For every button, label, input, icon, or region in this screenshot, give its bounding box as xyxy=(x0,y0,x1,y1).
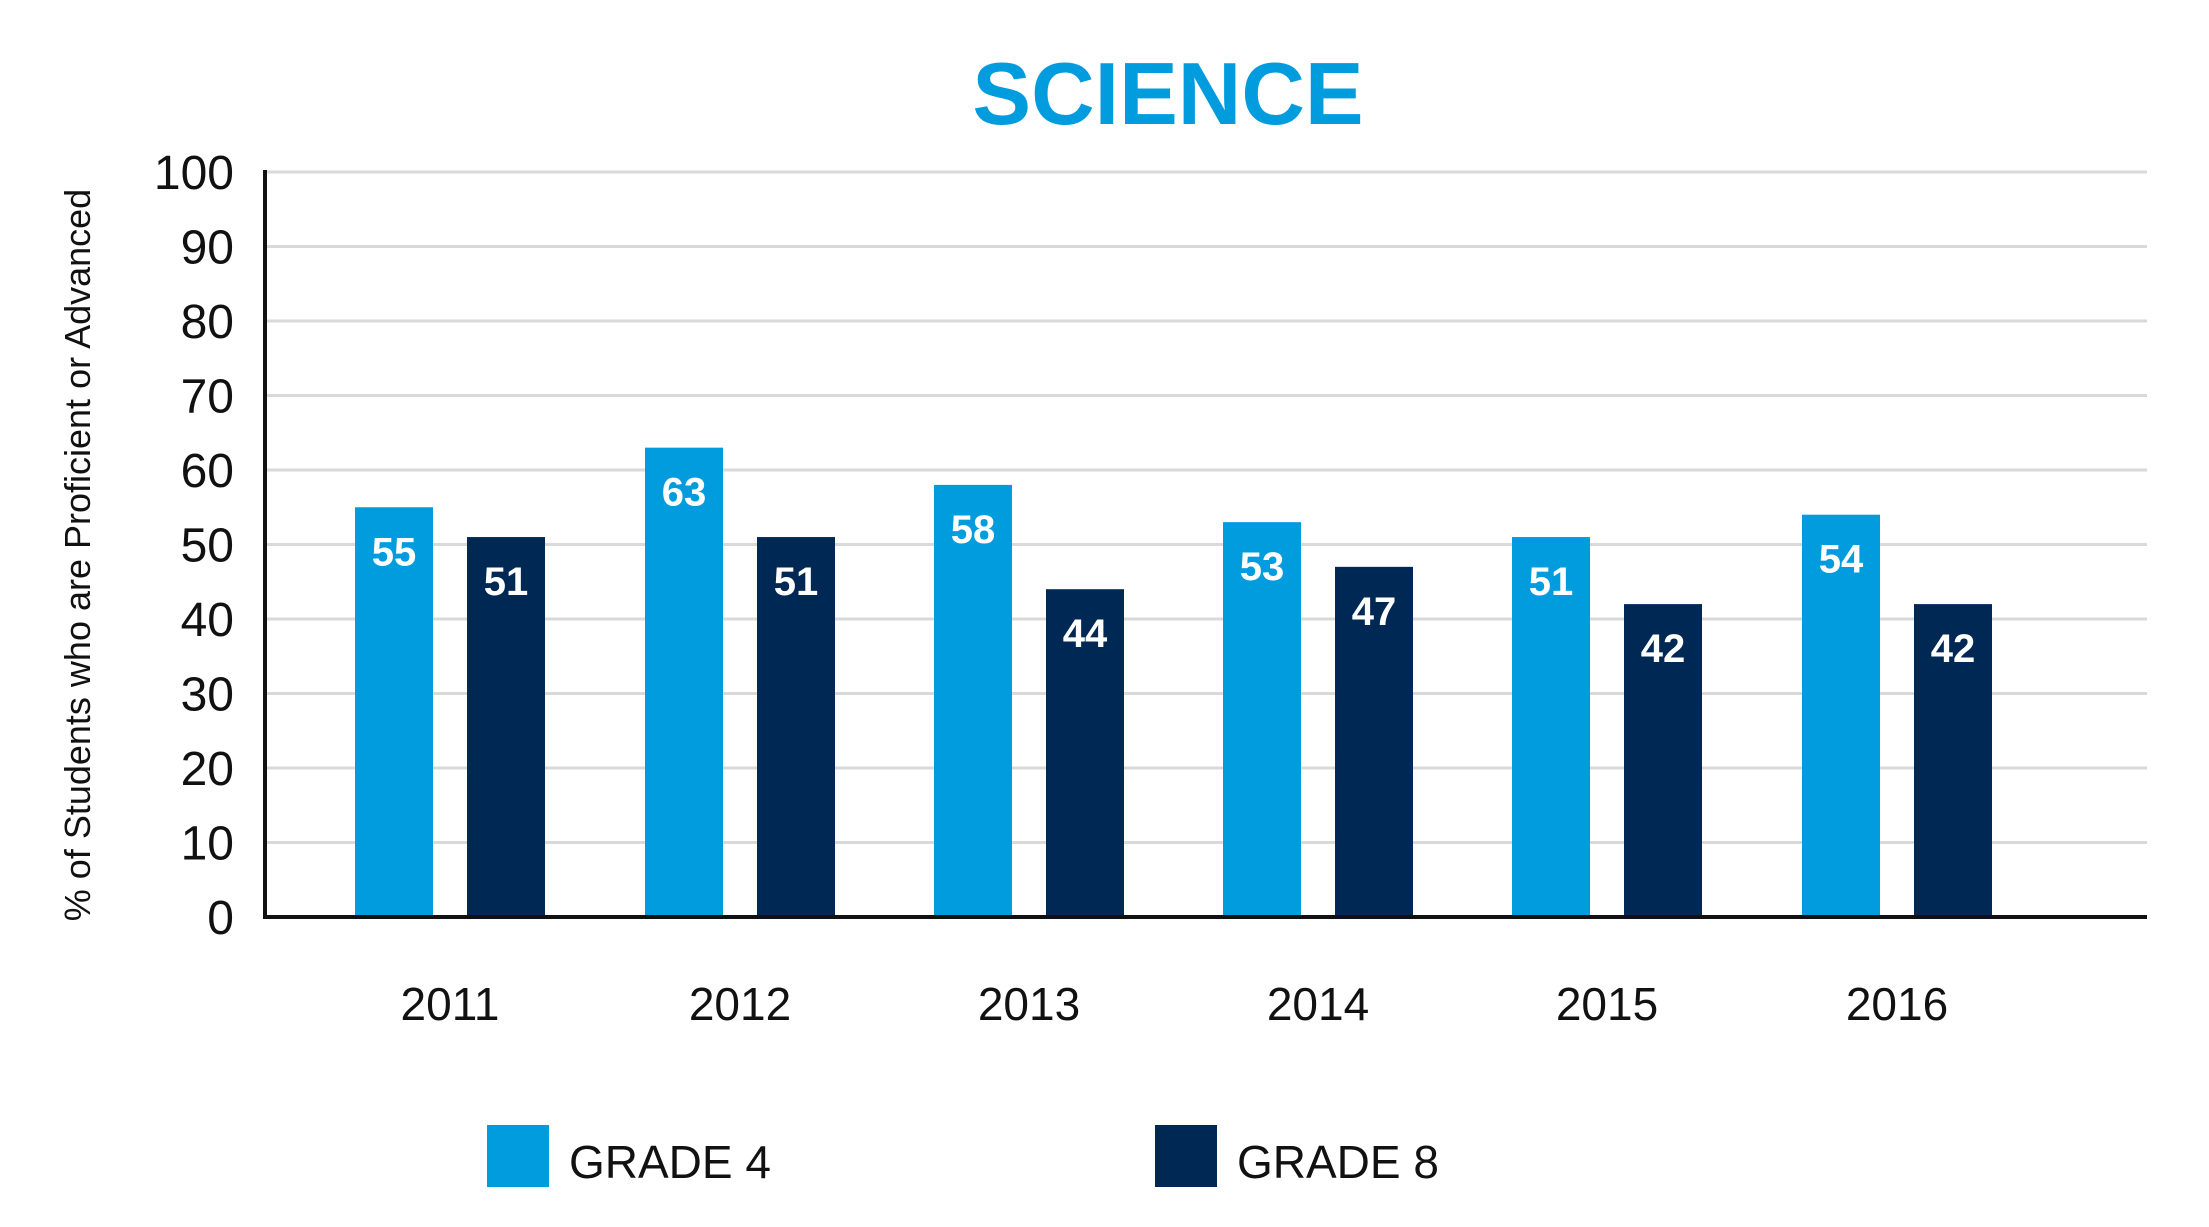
bars: 55 51 63 51 58 44 53 47 51 42 54 42 xyxy=(355,447,1992,917)
bar-value-label: 51 xyxy=(484,560,529,604)
x-tick-label: 2016 xyxy=(1846,978,1948,1030)
y-tick-label: 100 xyxy=(154,147,234,200)
y-tick-label: 80 xyxy=(181,296,234,349)
x-tick-labels: 2011 2012 2013 2014 2015 2016 xyxy=(401,978,1949,1030)
bar xyxy=(1802,514,1880,917)
bar xyxy=(1335,566,1413,917)
y-tick-label: 20 xyxy=(181,743,234,796)
y-tick-label: 60 xyxy=(181,445,234,498)
x-tick-label: 2015 xyxy=(1556,978,1658,1030)
chart-title: SCIENCE xyxy=(972,44,1363,143)
bar-value-label: 42 xyxy=(1641,627,1686,671)
legend: GRADE 4 GRADE 8 xyxy=(487,1125,1439,1188)
x-tick-label: 2013 xyxy=(978,978,1080,1030)
bar-value-label: 63 xyxy=(662,471,707,515)
axes xyxy=(263,170,2147,919)
bar xyxy=(934,484,1012,917)
bar-value-label: 51 xyxy=(774,560,819,604)
x-tick-label: 2014 xyxy=(1267,978,1369,1030)
x-tick-label: 2012 xyxy=(689,978,791,1030)
y-tick-label: 90 xyxy=(181,222,234,275)
bar xyxy=(1914,604,1992,917)
bar xyxy=(467,537,545,917)
bar xyxy=(1046,589,1124,917)
bar-value-label: 53 xyxy=(1240,545,1285,589)
y-axis-label: % of Students who are Proficient or Adva… xyxy=(57,189,98,921)
bar xyxy=(645,447,723,917)
bar xyxy=(1223,522,1301,917)
legend-swatch xyxy=(487,1125,549,1187)
bar-value-label: 51 xyxy=(1529,560,1574,604)
x-tick-label: 2011 xyxy=(401,978,500,1030)
bar xyxy=(1512,537,1590,917)
y-tick-labels: 0 10 20 30 40 50 60 70 80 90 100 xyxy=(154,147,234,945)
y-tick-label: 70 xyxy=(181,371,234,424)
bar-value-label: 54 xyxy=(1819,538,1864,582)
bar-value-label: 47 xyxy=(1352,590,1397,634)
bar xyxy=(1624,604,1702,917)
y-tick-label: 30 xyxy=(181,669,234,722)
bar xyxy=(355,507,433,917)
bar-value-label: 44 xyxy=(1063,612,1108,656)
gridlines xyxy=(265,170,2147,844)
y-tick-label: 50 xyxy=(181,520,234,573)
y-tick-label: 0 xyxy=(207,892,234,945)
y-tick-label: 10 xyxy=(181,818,234,871)
legend-swatch xyxy=(1155,1125,1217,1187)
bar-value-label: 58 xyxy=(951,508,996,552)
bar xyxy=(757,537,835,917)
bar-value-label: 42 xyxy=(1931,627,1976,671)
bar-value-label: 55 xyxy=(372,530,417,574)
legend-label: GRADE 4 xyxy=(569,1136,771,1188)
y-tick-label: 40 xyxy=(181,594,234,647)
legend-label: GRADE 8 xyxy=(1237,1136,1439,1188)
